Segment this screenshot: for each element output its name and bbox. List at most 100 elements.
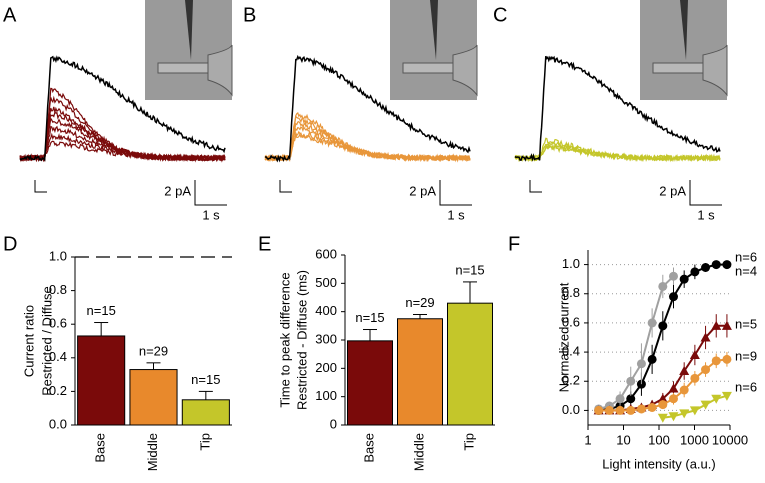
y-axis-label: Normalized current xyxy=(556,282,571,392)
point xyxy=(668,412,679,422)
x-tick-label: 100 xyxy=(648,432,670,447)
bar xyxy=(347,340,393,426)
point xyxy=(626,394,636,404)
scale-mini xyxy=(34,180,47,193)
x-tick-label: 10 xyxy=(616,432,630,447)
panel-label: F xyxy=(508,233,520,255)
point xyxy=(679,366,690,376)
trace xyxy=(264,130,471,163)
panel-label: E xyxy=(258,233,271,255)
inset-probe xyxy=(430,0,438,60)
point xyxy=(679,409,690,419)
point xyxy=(594,405,604,415)
point xyxy=(636,359,646,369)
trace xyxy=(19,140,226,162)
x-axis-label: Light intensity (a.u.) xyxy=(602,456,715,471)
x-tick-label: 1000 xyxy=(680,432,709,447)
scale-y: 2 pA xyxy=(659,183,686,198)
point xyxy=(626,376,636,386)
y-tick-label: 0.4 xyxy=(562,344,580,359)
bar-annotation: n=15 xyxy=(87,303,116,318)
panel-label: D xyxy=(3,233,17,255)
bar-annotation: n=15 xyxy=(455,262,484,277)
scale-x: 1 s xyxy=(202,207,220,222)
point xyxy=(657,393,668,403)
point xyxy=(636,404,646,414)
trace xyxy=(514,144,721,163)
point xyxy=(700,332,711,342)
bar-annotation: n=15 xyxy=(355,310,384,325)
x-tick-label: Base xyxy=(93,433,108,463)
y-tick-label: 500 xyxy=(315,275,337,290)
point xyxy=(711,356,721,366)
y-tick-label: 0.0 xyxy=(49,416,67,431)
point xyxy=(668,271,678,281)
point xyxy=(668,383,679,393)
point xyxy=(615,405,625,415)
point xyxy=(701,365,711,375)
scale-x: 1 s xyxy=(697,207,715,222)
y-tick-label: 0.6 xyxy=(562,314,580,329)
inset-cell xyxy=(207,44,233,97)
bar xyxy=(181,399,230,426)
point xyxy=(690,373,700,383)
inset-cell xyxy=(702,44,728,97)
x-tick-label: Tip xyxy=(461,433,476,451)
x-tick-label: Middle xyxy=(411,433,426,471)
point xyxy=(647,403,657,412)
inset-cell xyxy=(452,44,478,97)
x-tick-label: 10000 xyxy=(712,432,748,447)
bar xyxy=(77,335,126,426)
point xyxy=(657,413,668,423)
y-axis-label: Time to peak difference xyxy=(277,272,292,407)
x-tick-label: Tip xyxy=(197,433,212,451)
inset-pipette xyxy=(402,62,454,74)
point xyxy=(658,281,668,291)
point xyxy=(668,394,678,404)
trace xyxy=(264,54,471,163)
scale-mini xyxy=(279,180,292,193)
y-tick-label: 0.8 xyxy=(49,282,67,297)
point xyxy=(711,320,722,330)
y-tick-label: 0.6 xyxy=(49,316,67,331)
point xyxy=(689,406,700,416)
point xyxy=(721,391,732,401)
point xyxy=(722,354,732,364)
y-tick-label: 600 xyxy=(315,246,337,261)
y-tick-label: 0.8 xyxy=(562,285,580,300)
point xyxy=(668,292,678,302)
bar xyxy=(129,369,178,426)
scale-bar xyxy=(439,180,472,206)
point xyxy=(626,405,636,415)
bar-annotation: n=29 xyxy=(139,343,168,358)
point xyxy=(604,405,614,415)
point xyxy=(721,320,732,330)
point xyxy=(658,400,668,410)
y-axis-label: Current ratio xyxy=(21,305,36,377)
inset-pipette xyxy=(157,62,209,74)
y-tick-label: 1.0 xyxy=(562,256,580,271)
scale-y: 2 pA xyxy=(164,183,191,198)
y-tick-label: 1.0 xyxy=(49,248,67,263)
point xyxy=(711,394,722,404)
trace xyxy=(514,55,721,162)
point xyxy=(690,267,700,277)
bar-annotation: n=29 xyxy=(405,295,434,310)
panel-label: C xyxy=(493,4,507,26)
trace xyxy=(19,125,226,163)
inset-probe xyxy=(680,0,688,60)
bar xyxy=(397,318,443,426)
point xyxy=(647,318,657,328)
y-tick-label: 0.2 xyxy=(49,383,67,398)
y-tick-label: 300 xyxy=(315,331,337,346)
bar xyxy=(447,302,493,426)
trace xyxy=(264,132,471,163)
y-tick-label: 0.2 xyxy=(562,373,580,388)
y-tick-label: 400 xyxy=(315,303,337,318)
y-tick-label: 100 xyxy=(315,388,337,403)
point xyxy=(679,274,689,284)
y-tick-label: 0.4 xyxy=(49,349,67,364)
panel-label: B xyxy=(243,4,256,26)
y-axis-label: Restricted / Diffuse xyxy=(39,286,54,396)
